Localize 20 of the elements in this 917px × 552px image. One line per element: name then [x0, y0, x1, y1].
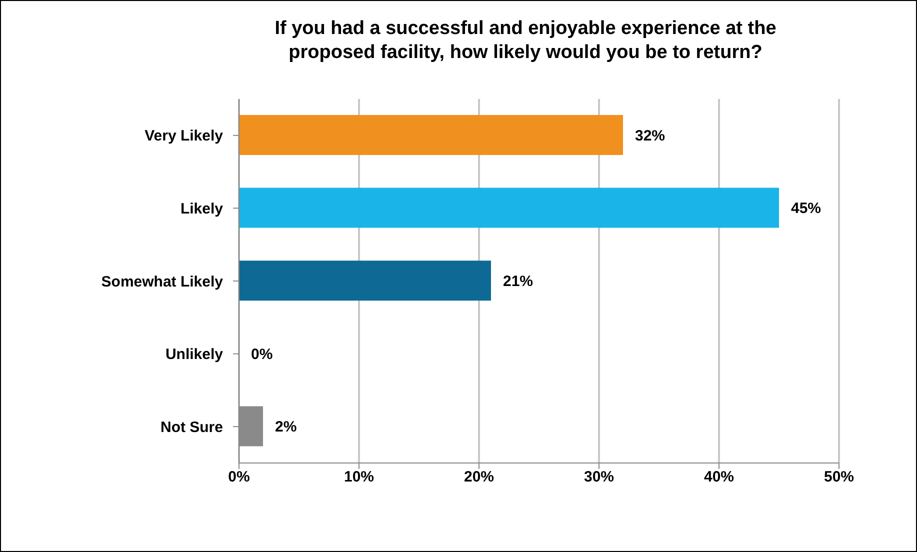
- data-label: 2%: [275, 418, 297, 436]
- x-tick-label: 50%: [824, 468, 854, 486]
- y-tick-label: Unlikely: [165, 346, 224, 364]
- data-label: 0%: [251, 346, 273, 363]
- chart-title: If you had a successful and enjoyable experience at the proposed facility, how likely would you be to return?: [274, 17, 778, 65]
- x-tick-label: 20%: [464, 468, 494, 486]
- y-tick-label: Likely: [180, 200, 224, 218]
- x-tick-label: 0%: [228, 468, 250, 486]
- y-tick-label: Not Sure: [160, 418, 223, 436]
- data-label: 45%: [791, 200, 822, 218]
- x-tick-label: 40%: [704, 468, 734, 486]
- data-label: 21%: [503, 273, 534, 290]
- bar: [239, 260, 491, 301]
- bar: [239, 188, 779, 228]
- data-label: 32%: [635, 127, 666, 144]
- y-tick-label: Very Likely: [144, 128, 224, 145]
- bar: [239, 115, 623, 155]
- y-tick-label: Somewhat Likely: [101, 273, 224, 290]
- x-tick-label: 30%: [584, 468, 614, 486]
- x-tick-label: 10%: [344, 468, 374, 486]
